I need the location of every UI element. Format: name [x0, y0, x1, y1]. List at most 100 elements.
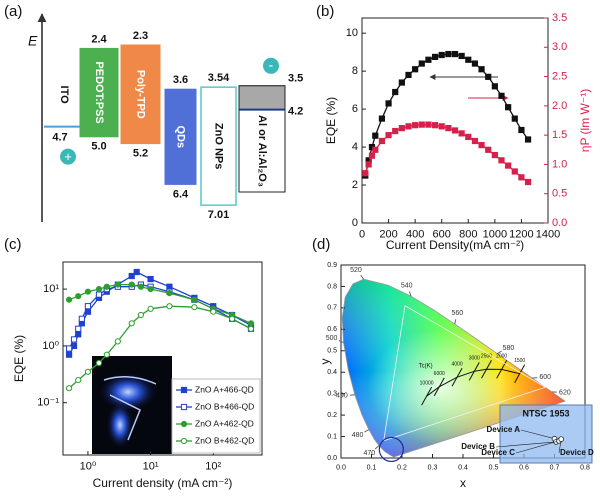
marker	[103, 351, 110, 358]
level-label: 4.2	[288, 106, 303, 118]
layer-name: ITO	[58, 86, 70, 105]
level-label: 2.4	[91, 33, 107, 45]
y-tick-label: 10⁰	[42, 340, 59, 352]
x-tick-label: 0.7	[550, 464, 560, 471]
wavelength-label: 540	[401, 283, 413, 290]
level-label: 3.5	[288, 73, 303, 85]
marker	[405, 123, 412, 130]
cct-label: 6000	[434, 371, 445, 377]
marker	[378, 115, 386, 122]
device-label: Device A	[487, 425, 521, 434]
layer-name: Poly-TPD	[135, 70, 147, 119]
wavelength-label: 490	[336, 393, 348, 400]
level-label: 5.2	[133, 148, 148, 160]
x-tick-label: 0.3	[428, 464, 438, 471]
level-label: 5.0	[91, 141, 106, 153]
wavelength-tick	[338, 340, 344, 343]
marker	[431, 53, 439, 61]
energy-level	[79, 47, 119, 138]
y2-tick-label: 0.5	[552, 188, 567, 200]
marker	[166, 303, 173, 310]
marker	[471, 137, 479, 145]
y-tick-label: 8	[352, 65, 358, 77]
layer-name: Al or Al:Al₂O₃	[256, 115, 268, 187]
marker	[70, 336, 78, 343]
x-tick-label: 10²	[205, 460, 221, 472]
hole	[60, 148, 76, 165]
marker	[518, 126, 525, 134]
device-pointer	[515, 440, 560, 454]
marker	[95, 359, 103, 367]
y-tick-label: 0.2	[327, 412, 337, 419]
y2-tick-label: 1.0	[552, 158, 567, 170]
series-line	[68, 271, 252, 356]
panel-label: (b)	[316, 3, 334, 20]
marker	[518, 174, 525, 181]
marker	[425, 121, 432, 128]
y-tick-label: 0.1	[327, 433, 337, 440]
legend-marker	[180, 437, 188, 445]
marker	[392, 88, 399, 96]
marker	[75, 293, 82, 300]
marker	[445, 125, 452, 132]
marker	[368, 152, 376, 159]
x-tick-label: 0.4	[458, 464, 468, 471]
marker	[247, 320, 255, 327]
legend-marker	[180, 403, 188, 411]
marker	[378, 137, 386, 145]
x-tick-label: 800	[459, 228, 477, 240]
x-tick-label: 1000	[483, 228, 507, 240]
y-tick-label: 6	[352, 103, 358, 115]
y-axis-label: EQE (%)	[12, 335, 26, 382]
y-tick-label: 0.5	[327, 348, 337, 355]
marker	[445, 50, 452, 58]
marker	[458, 130, 465, 137]
marker	[191, 296, 198, 303]
marker	[128, 281, 135, 288]
device-label: Device C	[481, 448, 515, 457]
wavelength-label: 470	[363, 450, 375, 457]
legend-marker	[180, 386, 188, 394]
device-label: Device B	[461, 442, 495, 451]
y-axis-label: EQE (%)	[324, 97, 338, 144]
y2-tick-label: 1.5	[552, 129, 567, 141]
panel-label: (a)	[4, 3, 22, 20]
legend-label: ZnO A+462-QD	[195, 418, 254, 428]
level-label: 7.01	[208, 209, 229, 221]
marker	[210, 308, 217, 315]
energy-level	[238, 85, 286, 111]
marker	[491, 83, 498, 90]
isotherm	[433, 377, 445, 397]
x-tick-label: 0	[359, 228, 365, 240]
plot-frame	[62, 261, 263, 456]
marker	[418, 121, 425, 128]
marker	[485, 146, 492, 153]
y-tick-label: 10⁻¹	[37, 397, 59, 409]
y2-tick-label: 3.0	[552, 41, 567, 53]
inset-photo	[92, 356, 172, 454]
marker	[84, 368, 92, 375]
energy-level	[164, 88, 197, 185]
wavelength-label: 500	[326, 335, 338, 342]
isotherm	[468, 362, 480, 381]
y-tick-label: 0.6	[327, 326, 337, 333]
marker	[247, 325, 255, 332]
marker	[498, 157, 505, 164]
y-axis-label: y	[318, 359, 332, 365]
energy-level	[120, 44, 161, 145]
marker	[478, 142, 485, 149]
isotherm	[451, 367, 463, 387]
cct-label: 3000	[469, 356, 480, 362]
cct-label: 2500	[481, 354, 492, 360]
marker	[65, 296, 73, 303]
marker	[438, 51, 445, 59]
x-tick-label: 0.5	[489, 464, 499, 471]
marker	[418, 60, 425, 67]
level-label: 3.6	[173, 74, 188, 86]
cct-label: 10000	[420, 380, 434, 386]
marker	[128, 320, 135, 327]
marker	[95, 291, 103, 298]
marker	[95, 286, 103, 293]
wavelength-tick	[364, 429, 370, 433]
